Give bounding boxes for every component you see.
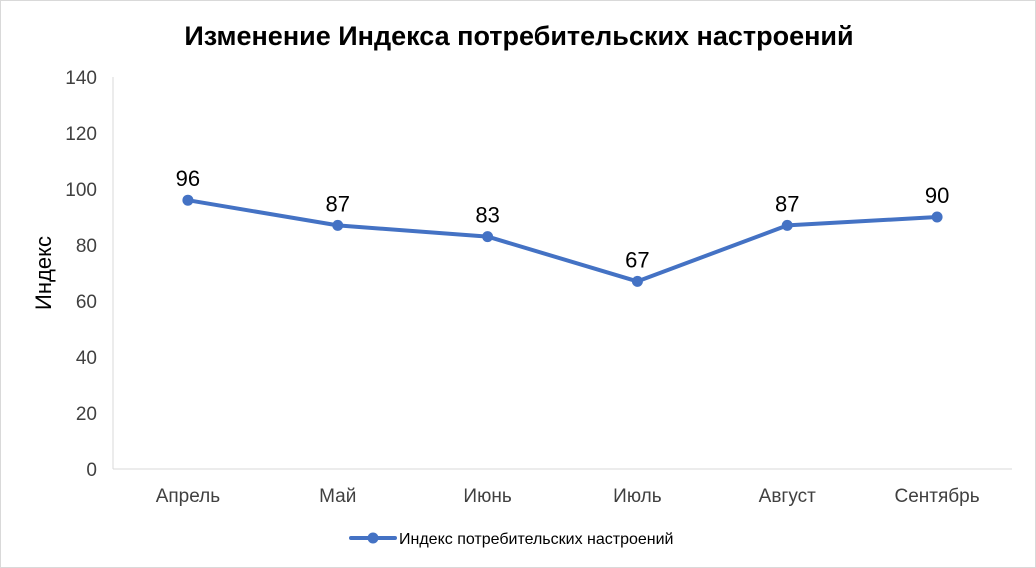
- x-tick-label: Июнь: [463, 486, 511, 507]
- data-label: 96: [176, 166, 200, 191]
- y-tick-label: 100: [65, 180, 97, 201]
- y-axis-ticks: 0 20 40 60 80 100 120 140: [65, 68, 97, 481]
- x-tick-label: Май: [319, 486, 356, 507]
- data-label: 90: [925, 183, 949, 208]
- series-group: [182, 194, 943, 287]
- data-label: 87: [326, 191, 350, 216]
- legend-label: Индекс потребительских настроений: [399, 531, 674, 548]
- y-tick-label: 120: [65, 124, 97, 145]
- x-tick-label: Август: [759, 486, 816, 507]
- y-axis-title: Индекс: [31, 236, 56, 310]
- legend: Индекс потребительских настроений: [349, 531, 674, 548]
- y-tick-label: 60: [76, 292, 97, 313]
- x-axis-ticks: Апрель Май Июнь Июль Август Сентябрь: [156, 486, 980, 507]
- data-point: [931, 211, 943, 223]
- y-tick-label: 40: [76, 348, 97, 369]
- series-line: [185, 198, 940, 284]
- data-labels: 96 87 83 67 87 90: [176, 166, 950, 272]
- data-label: 67: [625, 247, 649, 272]
- data-point: [631, 275, 643, 287]
- legend-point-marker: [367, 532, 379, 544]
- data-label: 83: [475, 203, 499, 228]
- x-tick-label: Сентябрь: [895, 486, 980, 507]
- data-point: [182, 194, 194, 206]
- data-point: [781, 219, 793, 231]
- y-tick-label: 0: [86, 460, 97, 481]
- data-point: [332, 219, 344, 231]
- x-tick-label: Июль: [613, 486, 662, 507]
- data-point: [482, 231, 494, 243]
- x-tick-label: Апрель: [156, 486, 221, 507]
- chart-title: Изменение Индекса потребительских настро…: [184, 21, 853, 51]
- y-tick-label: 80: [76, 236, 97, 257]
- data-label: 87: [775, 191, 799, 216]
- y-tick-label: 140: [65, 68, 97, 89]
- y-tick-label: 20: [76, 404, 97, 425]
